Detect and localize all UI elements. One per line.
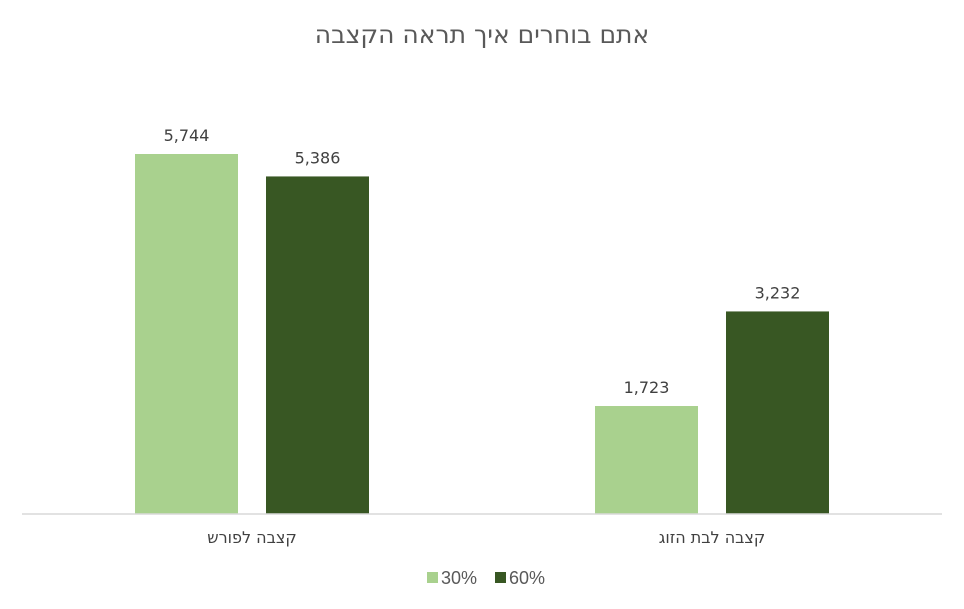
bar-2-series-2: [726, 311, 829, 514]
data-label: 5,386: [295, 148, 341, 167]
bar-1-series-2: [266, 176, 369, 515]
data-label: 1,723: [624, 378, 670, 397]
legend-swatch: [427, 572, 438, 583]
bar-1-series-1: [135, 154, 238, 514]
category-label: קצבה לבת הזוג: [659, 528, 766, 547]
plot-area: 5,744 5,386 קצבה לפורש 1,723 3,232 קצבה לבת ה…: [135, 126, 829, 547]
legend-label: 30%: [441, 568, 477, 588]
chart-title: אתם בוחרים איך תראה הקצבה: [315, 20, 649, 49]
data-label: 3,232: [755, 283, 801, 302]
legend: 30% 60%: [427, 568, 545, 588]
data-label: 5,744: [164, 126, 210, 145]
legend-swatch: [495, 572, 506, 583]
category-label: קצבה לפורש: [207, 528, 296, 547]
legend-label: 60%: [509, 568, 545, 588]
bar-2-series-1: [595, 406, 698, 514]
